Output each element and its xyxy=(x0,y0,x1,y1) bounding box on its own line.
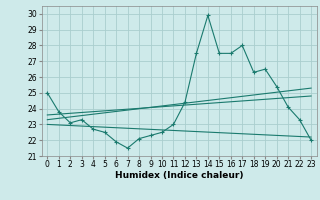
X-axis label: Humidex (Indice chaleur): Humidex (Indice chaleur) xyxy=(115,171,244,180)
